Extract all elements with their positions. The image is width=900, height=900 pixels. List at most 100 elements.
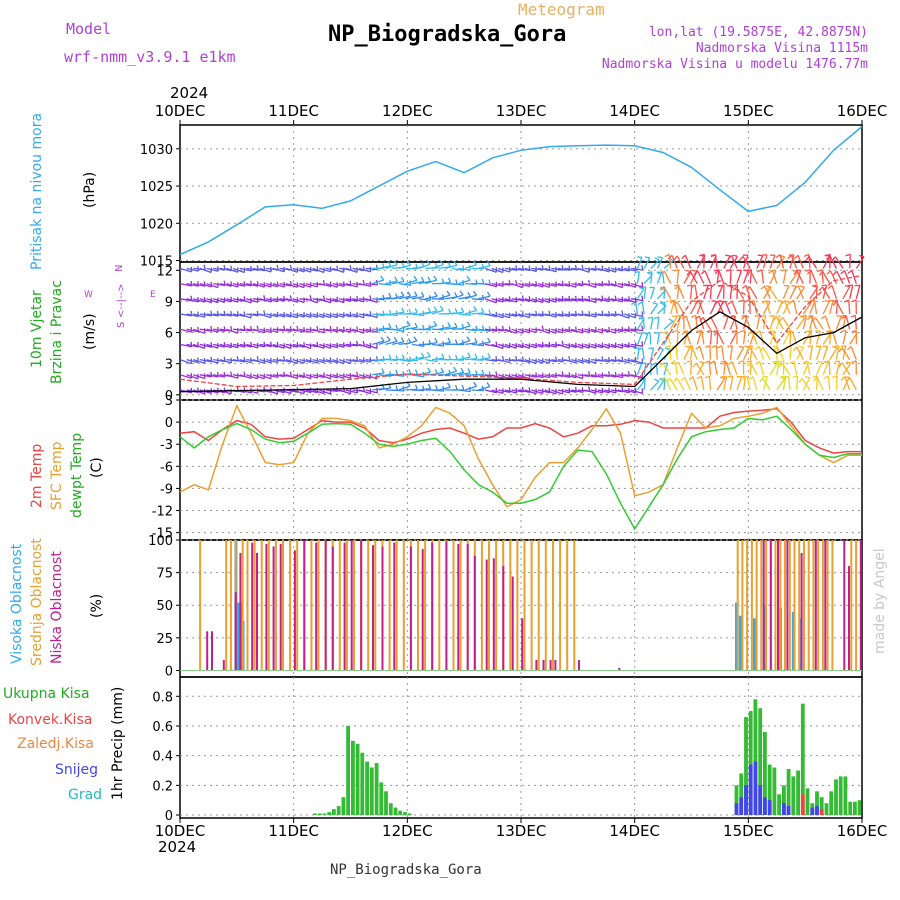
precip-total-bar	[829, 791, 834, 815]
wind-barb	[292, 298, 305, 304]
wind-barb	[352, 267, 365, 272]
wind-barb-flag	[692, 362, 697, 368]
precip-snow-bar	[782, 803, 786, 816]
wind-barb	[339, 343, 352, 348]
wind-barb	[742, 256, 751, 269]
cloud-high-bar	[798, 618, 802, 671]
wind-barb-flag	[588, 386, 591, 392]
wind-barb	[604, 298, 617, 302]
wind-barb-flag	[806, 315, 812, 321]
wind-barb	[418, 355, 431, 361]
wind-barb	[665, 330, 672, 345]
wind-barb	[544, 374, 557, 379]
wind-barb-flag	[746, 360, 752, 363]
cloud-mid-bar	[760, 540, 763, 671]
cloud-mid-bar	[260, 540, 263, 671]
y-tick-label: 0.6	[152, 720, 173, 735]
wind-barb	[831, 285, 838, 300]
wind-barb-flag	[250, 265, 253, 271]
elevation-label: Nadmorska Visina 1115m	[695, 41, 868, 56]
precip-total-bar	[800, 703, 805, 815]
cloud-low-bar	[222, 660, 225, 671]
cloud-mid-bar	[812, 540, 815, 671]
wind-barb-flag	[806, 329, 812, 333]
wind-barb	[636, 363, 643, 376]
wind-barb-flag	[407, 338, 412, 344]
cloud-low-bar	[859, 540, 862, 671]
wind-barb	[835, 315, 842, 330]
wind-barb	[617, 358, 630, 364]
wind-barb	[451, 371, 464, 376]
wind-barb-flag	[840, 270, 846, 275]
cloud-mid-bar	[509, 540, 512, 671]
wind-barb-flag	[681, 330, 687, 335]
wind-barb-flag	[541, 325, 545, 331]
wind-barb	[663, 301, 666, 315]
x-tick-label-bottom: 13DEC	[496, 822, 547, 840]
wind-barb-flag	[811, 317, 816, 322]
wind-barb-flag	[789, 299, 795, 304]
year-bottom: 2024	[158, 838, 197, 856]
precip-total-bar	[782, 785, 786, 815]
wind-barb	[597, 328, 610, 333]
wind-barb	[199, 328, 212, 332]
wind-barb	[246, 298, 258, 303]
wind-barb-flag	[460, 367, 465, 373]
cloud-mid-bar	[267, 540, 270, 671]
wind-barb	[685, 330, 692, 345]
wind-barb	[775, 316, 784, 330]
wind-barb	[504, 313, 517, 317]
wind-barb	[372, 358, 385, 362]
precip-snow-bar	[763, 797, 767, 815]
legend-snow: Snijeg	[55, 762, 99, 778]
wind-barb-flag	[382, 355, 385, 362]
wind-barb	[531, 282, 544, 288]
cloud-mid-bar	[855, 540, 858, 671]
wind-barb	[769, 270, 777, 284]
wind-barb	[431, 328, 444, 331]
wind-barb	[504, 358, 517, 362]
wind-barb	[193, 358, 205, 364]
wind-barb-flag	[759, 377, 764, 383]
wind-barb	[484, 313, 497, 318]
wind-barb	[814, 317, 824, 330]
wind-barb	[729, 345, 733, 360]
wind-barb	[590, 267, 604, 272]
wind-barb	[630, 343, 643, 347]
wind-barb-flag	[447, 382, 451, 388]
wind-barb-flag	[401, 262, 405, 268]
wind-barb	[332, 313, 345, 318]
wind-barb	[239, 298, 252, 304]
wind-barb-flag	[481, 307, 485, 314]
wind-barb	[537, 343, 550, 348]
wind-barb	[458, 313, 471, 316]
cloud-low-bar	[211, 631, 213, 671]
precip-total-bar	[824, 803, 829, 816]
wind-barb-flag	[697, 329, 703, 334]
cloud-mid-bar	[559, 540, 562, 671]
wind-barb	[677, 285, 685, 300]
wind-barb	[511, 374, 524, 379]
wind-barb	[491, 343, 504, 350]
wind-barb	[789, 254, 795, 269]
y-tick-label: 0	[165, 389, 173, 404]
wind-barb	[511, 282, 524, 289]
wind-barb-flag	[447, 337, 451, 343]
wind-barb	[319, 374, 331, 380]
wind-barb	[784, 300, 791, 315]
wind-barb	[842, 362, 852, 376]
wind-barb	[226, 313, 239, 317]
wind-barb-flag	[427, 276, 432, 282]
wind-barb-flag	[712, 329, 718, 333]
wind-barb-flag	[380, 275, 385, 281]
wind-barb	[338, 328, 351, 333]
wind-barb-flag	[692, 269, 698, 272]
wind-barb-flag	[740, 315, 746, 320]
wind-barb-flag	[686, 270, 691, 276]
wind-barb	[577, 267, 590, 273]
legend-freezing-rain: Zaledj.Kisa	[17, 736, 94, 752]
wind-barb-flag	[395, 385, 399, 391]
wind-barb	[299, 282, 311, 288]
wind-barb	[266, 328, 278, 333]
wind-barb	[537, 298, 550, 304]
